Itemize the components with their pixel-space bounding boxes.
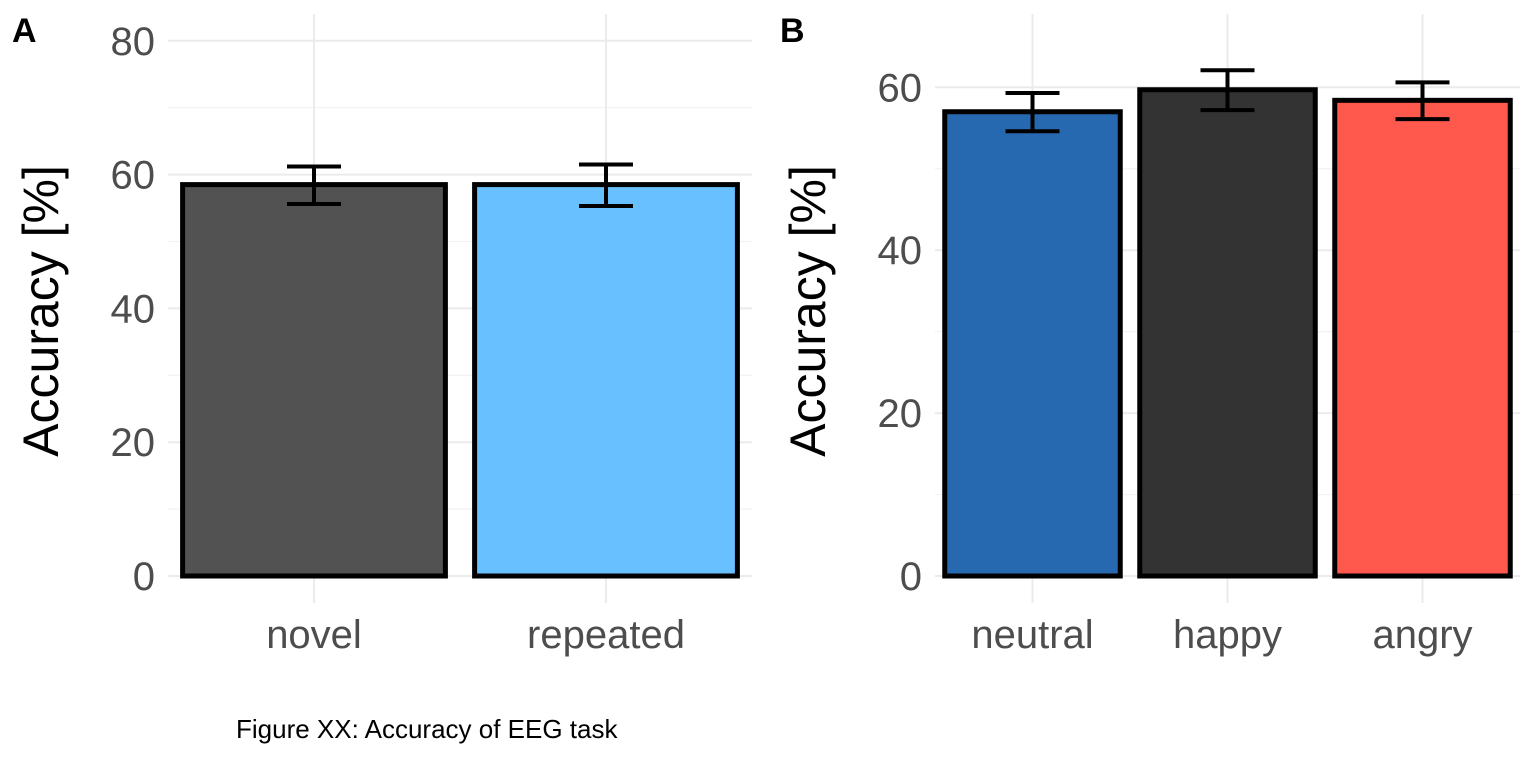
x-tick-label-happy: happy	[1173, 613, 1282, 657]
panel-b: 0 20 40 60 neutral happy angry Accuracy [%] B	[780, 12, 1520, 657]
figure-caption: Figure XX: Accuracy of EEG task	[236, 714, 618, 744]
y-axis-label: Accuracy [%]	[13, 165, 69, 457]
y-tick-label: 60	[111, 154, 156, 198]
y-tick-label: 80	[111, 20, 156, 64]
panel-a: 0 20 40 60 80 novel repeated Accuracy [%] A	[12, 12, 752, 657]
bar-neutral	[942, 109, 1123, 579]
bar-angry	[1332, 97, 1513, 579]
bar-repeated	[472, 182, 740, 579]
panel-letter: B	[780, 12, 805, 50]
x-tick-label-neutral: neutral	[971, 613, 1093, 657]
panel-letter: A	[12, 12, 37, 50]
y-axis-label: Accuracy [%]	[780, 165, 836, 457]
y-tick-label: 40	[111, 287, 156, 331]
y-tick-label: 20	[111, 421, 156, 465]
y-tick-label: 0	[900, 555, 922, 599]
x-tick-label-novel: novel	[266, 613, 362, 657]
x-tick-label-angry: angry	[1372, 613, 1472, 657]
y-tick-label: 20	[878, 392, 923, 436]
y-tick-label: 60	[878, 66, 923, 110]
bar-happy	[1137, 87, 1318, 579]
y-tick-label: 40	[878, 229, 923, 273]
y-tick-label: 0	[133, 555, 155, 599]
bar-novel	[180, 182, 448, 579]
x-tick-label-repeated: repeated	[527, 613, 685, 657]
